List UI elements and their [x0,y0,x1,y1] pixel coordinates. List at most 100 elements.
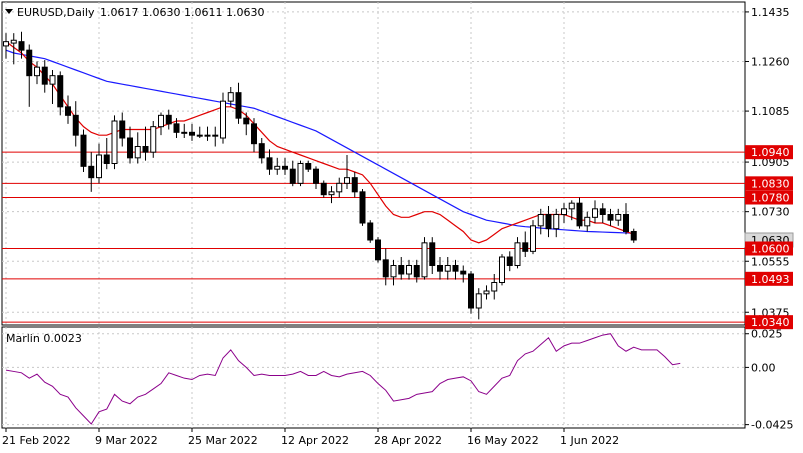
oscillator-pane-border [1,326,746,429]
candle-bull[interactable] [196,134,203,137]
candle-bull[interactable] [111,120,118,164]
candle-bear[interactable] [359,191,366,224]
candle-bear[interactable] [607,214,614,221]
dropdown-triangle-icon[interactable] [5,9,13,14]
candle-bear[interactable] [630,231,637,241]
candle-bear[interactable] [173,123,180,133]
candle-bear[interactable] [413,265,420,278]
candle-bull[interactable] [592,208,598,218]
candle-bull[interactable] [553,214,560,230]
candle-bear[interactable] [57,75,64,108]
candle-bull[interactable] [150,126,157,153]
price-tick-label: 1.0730 [751,206,790,219]
candle-bull[interactable] [483,290,490,295]
candle-bear[interactable] [351,177,358,193]
candle-bear[interactable] [576,202,583,227]
candle-bull[interactable] [181,131,188,134]
candle-bull[interactable] [212,134,219,137]
candle-bear[interactable] [189,131,195,136]
candle-bear[interactable] [623,214,629,232]
candle-bear[interactable] [65,106,71,116]
candle-bull[interactable] [336,182,343,193]
candle-bear[interactable] [127,137,133,159]
price-pane-border [1,1,746,326]
candle-bear[interactable] [452,265,459,272]
time-tick-label: 28 Apr 2022 [374,434,442,447]
candle-bull[interactable] [34,66,40,77]
candle-bear[interactable] [382,259,389,278]
candle-bull[interactable] [615,214,622,221]
candle-bear[interactable] [142,146,149,153]
candle-bull[interactable] [561,208,567,215]
level-label-box [745,241,793,256]
oscillator-line [5,333,681,425]
candle-bear[interactable] [289,168,296,184]
candle-bear[interactable] [506,256,513,266]
candle-bull[interactable] [134,146,141,159]
candle-bull[interactable] [390,265,397,278]
candle-bull[interactable] [220,100,226,139]
oscillator-tick-label: 0.025 [751,328,783,341]
candle-bull[interactable] [444,265,451,272]
candle-bull[interactable] [499,256,505,283]
candle-bear[interactable] [235,92,242,119]
candle-bull[interactable] [274,165,281,170]
candle-bull[interactable] [3,41,9,47]
candle-bull[interactable] [568,202,575,210]
candle-bear[interactable] [437,265,443,272]
candle-bear[interactable] [545,214,552,230]
candle-bull[interactable] [158,114,164,128]
candle-bear[interactable] [398,265,405,275]
candle-bull[interactable] [537,214,544,227]
candle-bear[interactable] [313,168,319,184]
candle-bull[interactable] [491,282,498,292]
candle-bear[interactable] [103,154,110,164]
candle-bear[interactable] [251,123,257,145]
candle-bull[interactable] [328,191,335,196]
candle-bear[interactable] [266,157,273,170]
candle-bear[interactable] [72,114,79,136]
candle-bear[interactable] [468,273,474,309]
level-label: 1.0493 [751,273,790,286]
candle-bear[interactable] [282,165,288,170]
symbol-title: EURUSD,Daily [17,6,95,19]
candle-bear[interactable] [599,208,606,215]
candle-bear[interactable] [41,66,48,85]
candle-bear[interactable] [26,49,33,77]
candle-bear[interactable] [305,163,312,170]
candle-bear[interactable] [119,120,126,139]
candle-bear[interactable] [80,134,87,167]
candle-bear[interactable] [460,270,467,275]
candle-bull[interactable] [96,154,102,179]
candle-bear[interactable] [88,165,95,179]
time-tick-label: 21 Feb 2022 [2,434,70,447]
candle-bear[interactable] [375,239,381,261]
ma-blue-line [5,49,634,234]
oscillator-title: Marlin 0.0023 [6,332,82,345]
candle-bear[interactable] [258,143,265,159]
candle-bear[interactable] [522,242,529,252]
candle-bull[interactable] [530,225,536,252]
candle-bull[interactable] [227,92,234,102]
candle-bull[interactable] [514,242,521,266]
candle-bear[interactable] [367,222,374,241]
candle-bear[interactable] [320,182,327,196]
candle-bear[interactable] [429,242,436,266]
price-tick-label: 1.1260 [751,56,790,69]
time-tick-label: 25 Mar 2022 [188,434,258,447]
candle-bear[interactable] [165,114,172,125]
candle-bull[interactable] [421,242,428,278]
candle-bull[interactable] [10,39,17,44]
candle-bear[interactable] [243,117,250,125]
candle-bull[interactable] [344,177,350,184]
candle-bull[interactable] [204,134,211,137]
level-label: 1.0600 [751,243,790,256]
candle-bull[interactable] [297,163,304,184]
candle-bull[interactable] [584,216,591,227]
candle-bull[interactable] [475,293,482,309]
candle-bear[interactable] [18,41,25,51]
candle-bull[interactable] [49,75,56,85]
ohlc-values: 1.0617 1.0630 1.0611 1.0630 [100,6,264,19]
candle-bull[interactable] [406,265,412,275]
